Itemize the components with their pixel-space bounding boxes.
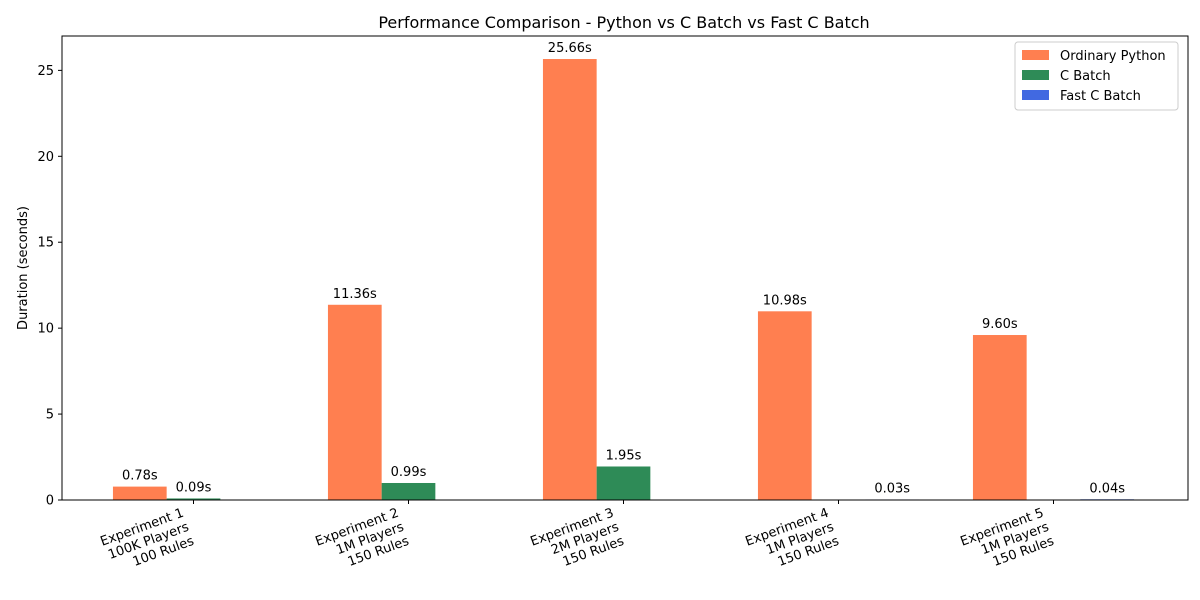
x-tick-label: Experiment 51M Players150 Rules	[959, 506, 1057, 578]
x-tick-label: Experiment 21M Players150 Rules	[314, 506, 412, 578]
axes-frame	[61, 35, 1189, 501]
legend-label: Ordinary Python	[1060, 49, 1166, 64]
bar-ordinary-python-3	[542, 59, 597, 500]
plot-area: 0.78s 11.36s 25.66s 10.98s 9.60s 0.09s 0.99s 1.…	[37, 35, 1189, 578]
y-tick-label: 25	[37, 64, 54, 79]
value-label: 0.09s	[176, 480, 212, 495]
legend: Ordinary Python C Batch Fast C Batch	[1014, 41, 1179, 111]
legend-swatch	[1022, 90, 1049, 100]
legend-label: C Batch	[1060, 69, 1111, 84]
bar-c-batch-1	[166, 498, 221, 500]
y-tick-label: 10	[37, 322, 54, 337]
value-label: 0.03s	[874, 481, 910, 496]
value-label: 0.04s	[1089, 481, 1125, 496]
legend-swatch	[1022, 50, 1049, 60]
legend-label: Fast C Batch	[1060, 89, 1141, 104]
chart-title: Performance Comparison - Python vs C Bat…	[378, 13, 869, 32]
bar-ordinary-python-5	[972, 335, 1027, 500]
value-label: 10.98s	[763, 293, 807, 308]
value-label: 9.60s	[982, 317, 1018, 332]
legend-swatch	[1022, 70, 1049, 80]
legend-box	[1014, 41, 1179, 111]
bar-ordinary-python-4	[757, 311, 812, 500]
bar-c-batch-3	[596, 466, 651, 500]
value-label: 11.36s	[333, 287, 377, 302]
x-tick-label: Experiment 32M Players150 Rules	[529, 506, 627, 578]
value-label: 0.78s	[122, 469, 158, 484]
bar-c-batch-2	[381, 482, 436, 500]
bar-ordinary-python-1	[112, 486, 167, 500]
x-tick-label: Experiment 41M Players150 Rules	[744, 506, 842, 578]
value-label: 0.99s	[391, 465, 427, 480]
bar-ordinary-python-2	[327, 304, 382, 500]
y-tick-label: 20	[37, 150, 54, 165]
y-tick-label: 5	[46, 408, 54, 423]
y-tick-label: 0	[46, 494, 54, 509]
x-tick-label: Experiment 1100K Players100 Rules	[98, 506, 196, 578]
y-tick-label: 15	[37, 236, 54, 251]
value-label: 1.95s	[606, 448, 642, 463]
y-axis-label: Duration (seconds)	[16, 206, 31, 330]
value-label: 25.66s	[548, 41, 592, 56]
